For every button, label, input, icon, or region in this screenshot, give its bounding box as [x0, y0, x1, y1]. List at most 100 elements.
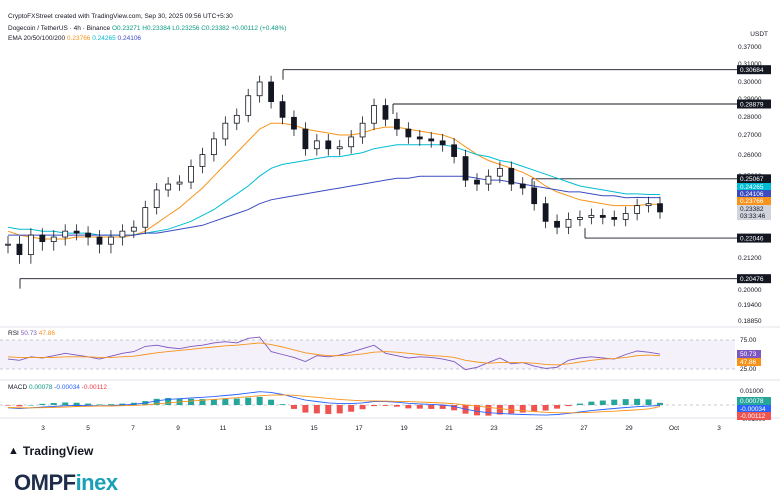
candle-body — [142, 207, 149, 228]
macd-histogram-bar — [313, 405, 320, 414]
candle-body — [176, 181, 183, 185]
price-tick-label: 0.20000 — [738, 287, 762, 294]
x-tick-label: 9 — [176, 425, 180, 432]
price-tag-label: 0.24265 — [740, 184, 764, 191]
macd-tag — [737, 412, 771, 420]
x-tick-label: Oct — [669, 425, 679, 432]
ohlc-values: O0.23271 H0.23384 L0.23256 C0.23382 +0.0… — [111, 25, 287, 32]
candle-body — [108, 236, 114, 245]
macd-tag-label: 0.00078 — [740, 398, 764, 405]
macd-histogram-bar — [119, 403, 126, 405]
ema-value-3: 0.24106 — [117, 35, 142, 42]
macd-histogram-bar — [5, 405, 11, 406]
candle-body — [359, 122, 366, 138]
price-tick-label: 0.21200 — [738, 255, 762, 262]
candle-body — [519, 183, 526, 189]
candle-body — [245, 95, 252, 116]
price-tick-label: 0.30000 — [738, 79, 762, 86]
x-tick-label: 17 — [355, 425, 363, 432]
macd-histogram-bar — [371, 405, 378, 407]
credit-text: CryptoFXStreet created with TradingView.… — [8, 13, 233, 20]
macd-histogram-bar — [496, 405, 503, 415]
level-tag-label: 0.20476 — [740, 276, 764, 283]
macd-histogram-bar — [576, 403, 583, 405]
ema-line: EMA 20/50/100/200 0.23766 0.24265 0.2410… — [8, 35, 141, 42]
macd-tag — [737, 397, 771, 405]
macd-histogram-bar — [210, 399, 217, 405]
macd-tick-label: 0.01000 — [740, 388, 764, 395]
macd-histogram-bar — [302, 405, 309, 413]
tradingview-icon: ▲ — [8, 445, 19, 457]
macd-histogram-bar — [39, 403, 46, 405]
x-tick-label: 3 — [41, 425, 45, 432]
candle-body — [382, 105, 389, 120]
macd-histogram-bar — [233, 398, 240, 405]
candle-body — [428, 138, 435, 142]
macd-line — [7, 391, 661, 416]
macd-tag — [737, 405, 771, 413]
rsi-tick-label: 25.00 — [740, 366, 757, 373]
ema-line — [8, 175, 660, 236]
ema-label: EMA 20/50/100/200 — [8, 35, 66, 42]
price-tag — [737, 190, 771, 198]
macd-histogram-bar — [634, 398, 641, 405]
macd-histogram-bar — [519, 405, 526, 413]
x-tick-label: 15 — [310, 425, 318, 432]
macd-histogram-bar — [27, 405, 34, 406]
candle-body — [165, 183, 172, 191]
candle-body — [291, 116, 297, 130]
candle-body — [611, 217, 618, 220]
macd-histogram-bar — [245, 397, 252, 405]
macd-histogram-bar — [473, 405, 480, 416]
macd-label: MACD — [8, 384, 28, 391]
rsi-tag — [737, 358, 761, 366]
macd-value: -0.00034 — [54, 384, 80, 391]
rsi-tick-label: 75.00 — [740, 337, 757, 344]
price-tag-label: 0.23766 — [740, 198, 764, 205]
macd-histogram-bar — [153, 398, 160, 405]
candle-body — [130, 226, 137, 232]
candle-body — [474, 179, 480, 185]
rsi-band — [0, 340, 735, 369]
candle-body — [256, 81, 263, 97]
candle-body — [199, 154, 206, 167]
macd-histogram-bar — [268, 399, 275, 405]
candle-body — [588, 215, 595, 218]
candle-body — [451, 144, 458, 157]
price-tick-label: 0.37000 — [738, 44, 762, 51]
price-tag — [737, 212, 771, 220]
ema-value-1: 0.23766 — [66, 35, 91, 42]
tradingview-logo: ▲ TradingView — [8, 444, 93, 458]
macd-histogram-bar — [599, 400, 606, 405]
candle-body — [496, 167, 503, 177]
rsi-ma-value: 47.86 — [38, 330, 56, 337]
candle-body — [371, 105, 377, 124]
price-tick-label: 0.27000 — [738, 132, 762, 139]
level-tag — [737, 274, 771, 284]
candle-body — [657, 203, 663, 213]
x-tick-label: 7 — [131, 425, 135, 432]
candle-body — [634, 205, 641, 214]
macd-histogram-bar — [62, 402, 69, 405]
ema-line — [7, 122, 660, 240]
level-tag-label: 0.25067 — [740, 176, 764, 183]
price-tag-label: 0.24106 — [740, 191, 764, 198]
macd-histogram-bar — [188, 398, 195, 405]
rsi-tag — [737, 350, 761, 358]
macd-histogram-bar — [96, 404, 103, 405]
candle-body — [210, 138, 217, 156]
macd-tag-label: -0.00112 — [740, 413, 766, 420]
candle-body — [96, 236, 103, 245]
macd-histogram-bar — [485, 405, 492, 416]
macd-histogram-bar — [622, 399, 629, 405]
candle-body — [302, 128, 309, 150]
macd-histogram-bar — [542, 405, 549, 411]
macd-histogram-bar — [382, 405, 389, 406]
price-tick-label: 0.19400 — [738, 302, 762, 309]
macd-histogram-bar — [50, 403, 57, 405]
x-tick-label: 5 — [86, 425, 90, 432]
candle-body — [5, 243, 11, 246]
candle-body — [62, 230, 69, 238]
candle-body — [313, 140, 320, 150]
tradingview-text: TradingView — [22, 444, 94, 458]
